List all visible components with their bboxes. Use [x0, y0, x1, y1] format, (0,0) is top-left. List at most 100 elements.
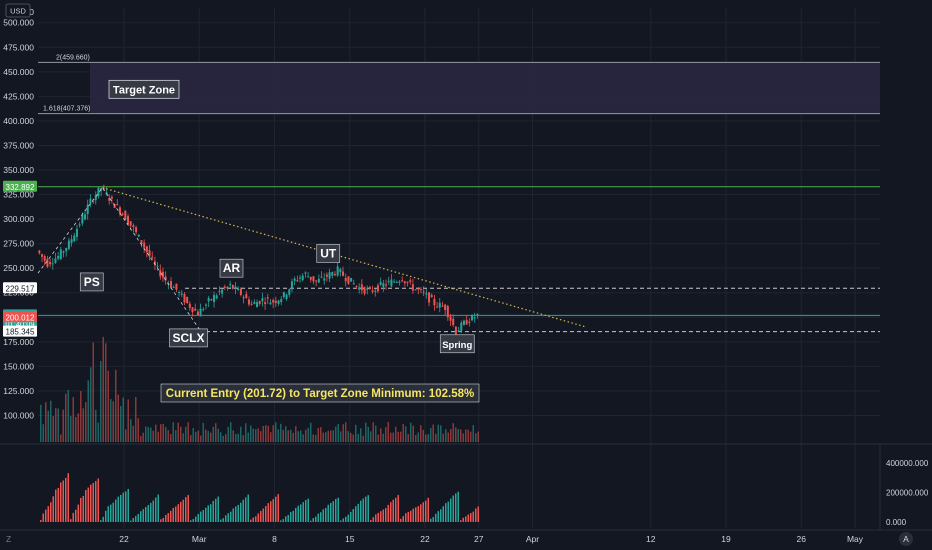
volume-bar [417, 432, 419, 442]
target-zone-area [90, 62, 880, 114]
volume-pane-bar [282, 519, 284, 522]
volume-pane-bar [432, 516, 434, 522]
volume-bar [160, 424, 162, 442]
candle-body [202, 309, 205, 311]
price-label-text: 332.892 [6, 183, 35, 192]
volume-bar [270, 432, 272, 442]
volume-pane-bar [415, 507, 417, 522]
volume-pane-bar [380, 511, 382, 522]
volume-bar [70, 415, 72, 442]
volume-bar [437, 424, 439, 442]
candle-body [59, 249, 62, 259]
candle-body [269, 302, 272, 305]
countdown-label: 01:40:09 [5, 319, 34, 328]
candle-body [110, 196, 113, 199]
candle-body [471, 314, 474, 321]
candle-body [221, 289, 224, 294]
volume-pane-bar [262, 508, 264, 522]
candle-body [473, 317, 476, 319]
volume-pane-bar [77, 504, 79, 522]
x-tick-label: Apr [526, 534, 539, 544]
candle-body [231, 284, 234, 289]
volume-pane-bar [42, 513, 44, 522]
volume-pane-bar [152, 500, 154, 522]
volume-bar [142, 432, 144, 442]
candle-body [213, 294, 216, 302]
candle-body [395, 281, 398, 283]
volume-pane-bar [70, 519, 72, 522]
volume-pane-bar [210, 504, 212, 522]
volume-pane-bar [417, 506, 419, 522]
volume-pane-bar [80, 497, 82, 522]
volume-pane-bar [237, 504, 239, 522]
currency-badge[interactable] [5, 3, 31, 18]
fib-label-1618: 1.618(407.376) [43, 106, 90, 113]
candle-body [333, 274, 336, 276]
candle-body [148, 250, 151, 257]
candle-body [135, 227, 138, 233]
candle-body [290, 281, 293, 290]
volume-pane-bar [405, 513, 407, 522]
candle-body [317, 278, 320, 283]
candle-body [57, 256, 60, 259]
candle-body [403, 281, 406, 284]
volume-pane-bar [475, 508, 477, 522]
candle-body [379, 282, 382, 285]
volume-pane-bar [135, 516, 137, 522]
volume-pane-bar [285, 516, 287, 522]
volume-pane-bar [150, 502, 152, 522]
volume-pane-bar [272, 499, 274, 522]
volume-bar [412, 425, 414, 442]
volume-pane-bar [342, 518, 344, 522]
candle-body [196, 311, 199, 316]
volume-pane-bar [140, 511, 142, 522]
y-tick-label: 325.000 [3, 190, 34, 200]
volume-bar [212, 426, 214, 442]
candle-body [127, 216, 130, 225]
candle-body [393, 281, 396, 283]
volume-bar [227, 426, 229, 442]
volume-pane-bar [97, 478, 99, 522]
volume-bar [385, 427, 387, 442]
candle-body [226, 286, 229, 289]
y-tick-label: 375.000 [3, 140, 34, 150]
y-tick-label: 500.000 [3, 18, 34, 28]
volume-pane-bar [335, 498, 337, 522]
volume-bar [217, 428, 219, 442]
volume-pane-bar [235, 506, 237, 522]
volume-bar [42, 424, 44, 442]
volume-pane-bar [315, 516, 317, 522]
volume-pane-bar [347, 514, 349, 522]
auto-scale-button[interactable] [899, 532, 913, 546]
candle-body [73, 235, 76, 242]
volume-pane-bar [435, 513, 437, 522]
candle-body [132, 225, 135, 228]
volume-bar [435, 433, 437, 442]
volume-pane-bar [397, 494, 399, 522]
goto-date-button[interactable]: Z [6, 534, 11, 544]
volume-pane-bar [440, 509, 442, 522]
volume-bar [387, 422, 389, 442]
volume-bar [177, 422, 179, 442]
volume-tick-label: 200000.000 [886, 488, 929, 497]
annotation-box-sclx [169, 328, 208, 348]
volume-bar [402, 423, 404, 442]
candle-body [282, 292, 285, 297]
volume-bar [72, 397, 74, 442]
volume-bar [140, 435, 142, 442]
candle-body [371, 290, 374, 292]
volume-pane-bar [127, 488, 129, 522]
volume-pane-bar [437, 511, 439, 522]
volume-pane-bar [197, 513, 199, 522]
volume-bar [397, 431, 399, 442]
candle-body [258, 301, 261, 304]
candle-body [462, 320, 465, 325]
candle-body [256, 302, 259, 308]
volume-bar [225, 434, 227, 442]
candle-body [350, 278, 353, 282]
volume-pane-bar [365, 496, 367, 522]
volume-bar [320, 427, 322, 442]
volume-bar [237, 433, 239, 442]
volume-bar [470, 431, 472, 442]
volume-bar [257, 428, 259, 442]
